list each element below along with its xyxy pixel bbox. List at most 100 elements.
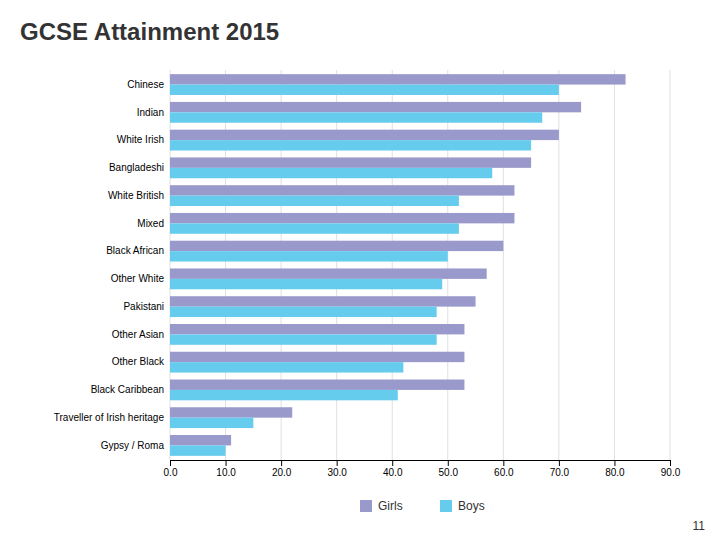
y-tick-label: White British xyxy=(108,190,164,201)
bar xyxy=(170,418,253,428)
bar xyxy=(170,196,459,206)
legend-swatch xyxy=(440,500,452,512)
bar xyxy=(170,130,559,140)
y-tick-label: Other Asian xyxy=(112,329,164,340)
x-tick: 40.0 xyxy=(383,460,403,478)
x-tick: 30.0 xyxy=(327,460,347,478)
x-tick-mark xyxy=(170,460,171,466)
x-tick-label: 50.0 xyxy=(439,467,459,478)
bar xyxy=(170,296,476,306)
bar xyxy=(170,407,292,417)
y-tick: Mixed xyxy=(137,218,164,229)
bar xyxy=(170,185,514,195)
x-tick-mark xyxy=(337,460,338,466)
title: GCSE Attainment 2015 xyxy=(20,18,279,45)
y-tick-label: Bangladeshi xyxy=(109,162,164,173)
bar xyxy=(170,324,464,334)
grid-line xyxy=(281,70,282,460)
y-tick: Black African xyxy=(106,245,164,256)
x-tick-mark xyxy=(281,460,282,466)
x-tick-mark xyxy=(226,460,227,466)
legend-swatch xyxy=(360,500,372,512)
grid-line xyxy=(558,70,559,460)
y-tick-label: Other Black xyxy=(112,356,165,367)
legend: Girls Boys xyxy=(360,499,485,513)
x-tick: 90.0 xyxy=(661,460,681,478)
bar xyxy=(170,268,487,278)
bar xyxy=(170,334,437,344)
x-tick-label: 80.0 xyxy=(605,467,625,478)
grid-line xyxy=(503,70,504,460)
bar xyxy=(170,112,542,122)
y-tick: Black Caribbean xyxy=(91,384,164,395)
y-tick-label: Black African xyxy=(106,245,164,256)
bar xyxy=(170,279,442,289)
series xyxy=(170,85,559,456)
bar xyxy=(170,390,398,400)
x-tick-label: 90.0 xyxy=(661,467,681,478)
bar xyxy=(170,85,559,95)
x-tick: 80.0 xyxy=(605,460,625,478)
grid-line xyxy=(447,70,448,460)
x-tick: 70.0 xyxy=(550,460,570,478)
plot: 0.0 10.0 20.0 30.0 40.0 50.0 60.0 70.0 80.0 90.0 C… xyxy=(54,70,681,478)
y-tick: Pakistani xyxy=(123,301,164,312)
bar xyxy=(170,307,437,317)
y-tick-label: Chinese xyxy=(127,79,164,90)
grid-line xyxy=(170,70,171,460)
annotation: 11 xyxy=(693,519,706,533)
bar xyxy=(170,241,503,251)
grid-line xyxy=(336,70,337,460)
bar xyxy=(170,251,448,261)
x-tick-label: 0.0 xyxy=(164,467,178,478)
y-tick-label: Other White xyxy=(111,273,165,284)
grid-line xyxy=(670,70,671,460)
bar xyxy=(170,157,531,167)
bar xyxy=(170,213,514,223)
bar xyxy=(170,352,464,362)
y-tick-label: Traveller of Irish heritage xyxy=(54,412,165,423)
x-tick-label: 20.0 xyxy=(272,467,292,478)
y-tick: Other White xyxy=(111,273,165,284)
x-tick-label: 70.0 xyxy=(550,467,570,478)
legend-label: Boys xyxy=(458,499,485,513)
y-tick-label: White Irish xyxy=(117,134,164,145)
y-tick: Traveller of Irish heritage xyxy=(54,412,165,423)
grid-line xyxy=(614,70,615,460)
legend-label: Girls xyxy=(378,499,403,513)
legend-item: Boys xyxy=(440,499,485,513)
y-axis: Chinese Indian White Irish Bangladeshi White… xyxy=(54,79,165,451)
y-tick-label: Black Caribbean xyxy=(91,384,164,395)
y-tick-label: Gypsy / Roma xyxy=(101,440,165,451)
x-axis-line xyxy=(171,461,671,467)
y-tick: White British xyxy=(108,190,164,201)
bar xyxy=(170,223,459,233)
y-tick: Chinese xyxy=(127,79,164,90)
y-tick-label: Indian xyxy=(137,107,164,118)
x-tick: 50.0 xyxy=(439,460,459,478)
bar xyxy=(170,435,231,445)
x-tick-label: 30.0 xyxy=(327,467,347,478)
bar xyxy=(170,168,492,178)
x-tick-mark xyxy=(670,460,671,466)
x-tick-mark xyxy=(448,460,449,466)
y-tick: Other Asian xyxy=(112,329,164,340)
y-tick: Gypsy / Roma xyxy=(101,440,165,451)
y-tick: Indian xyxy=(137,107,164,118)
x-tick-mark xyxy=(503,460,504,466)
x-tick: 60.0 xyxy=(494,460,514,478)
x-tick-mark xyxy=(559,460,560,466)
y-tick-label: Mixed xyxy=(137,218,164,229)
y-tick: White Irish xyxy=(117,134,164,145)
series xyxy=(170,74,626,445)
legend-item: Girls xyxy=(360,499,403,513)
y-tick: Other Black xyxy=(112,356,165,367)
x-tick-label: 40.0 xyxy=(383,467,403,478)
grid xyxy=(170,70,670,460)
bar xyxy=(170,140,531,150)
bar xyxy=(170,380,464,390)
x-tick: 10.0 xyxy=(216,460,236,478)
y-tick: Bangladeshi xyxy=(109,162,164,173)
grid-line xyxy=(392,70,393,460)
grid-line xyxy=(225,70,226,460)
